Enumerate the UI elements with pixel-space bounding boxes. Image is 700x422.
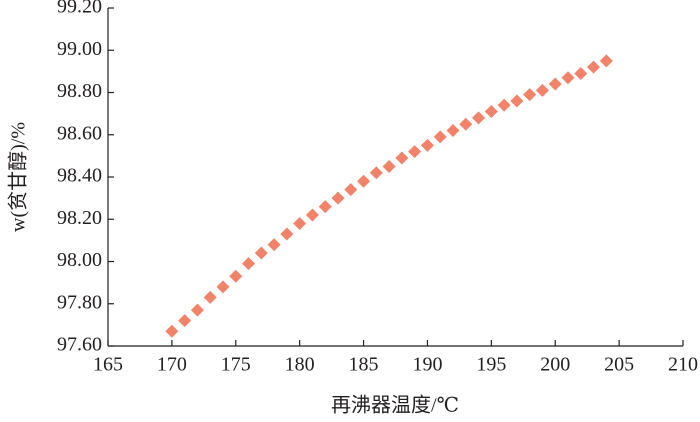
data-point [203,290,217,304]
y-tick-label: 99.20 [57,0,102,18]
y-tick-label: 98.00 [57,249,102,271]
data-point [497,98,511,112]
data-point [446,124,460,138]
data-point [318,200,332,214]
data-point [369,166,383,180]
data-point [190,303,204,317]
y-tick-label: 99.00 [57,38,102,60]
data-point [548,77,562,91]
y-tick-label: 98.40 [57,165,102,187]
data-point [216,280,230,294]
data-point [472,111,486,125]
y-tick-label: 97.80 [57,291,102,313]
x-tick-label: 200 [540,354,570,376]
data-point [357,174,371,188]
x-tick-label: 170 [157,354,187,376]
data-point [510,94,524,108]
data-point [178,314,192,328]
data-point [254,246,268,260]
data-point [382,159,396,173]
x-tick-label: 175 [221,354,251,376]
data-point [242,257,256,271]
x-tick-label: 185 [349,354,379,376]
data-point [420,138,434,152]
data-point [408,145,422,159]
data-point [331,191,345,205]
y-axis-label: w(贫甘醇)/% [7,122,30,232]
y-tick-label: 98.80 [57,80,102,102]
x-tick-label: 195 [476,354,506,376]
data-point [484,105,498,119]
y-tick-label: 97.60 [57,334,102,356]
y-tick-label: 98.20 [57,207,102,229]
data-point [587,60,601,74]
data-point [459,117,473,131]
data-point [229,269,243,283]
x-tick-label: 190 [412,354,442,376]
x-axis-label: 再沸器温度/℃ [331,394,459,417]
data-point [433,130,447,144]
data-point [165,324,179,338]
x-tick-label: 210 [668,354,698,376]
x-tick-label: 180 [285,354,315,376]
data-point [574,66,588,80]
data-point [344,183,358,197]
data-point [280,227,294,241]
data-point [535,83,549,97]
data-point [293,216,307,230]
y-tick-label: 98.60 [57,122,102,144]
x-tick-label: 165 [93,354,123,376]
data-point [561,71,575,85]
data-point [523,88,537,102]
data-point [395,151,409,165]
data-point [267,238,281,252]
x-tick-label: 205 [604,354,634,376]
data-point [305,208,319,222]
data-point [599,54,613,68]
